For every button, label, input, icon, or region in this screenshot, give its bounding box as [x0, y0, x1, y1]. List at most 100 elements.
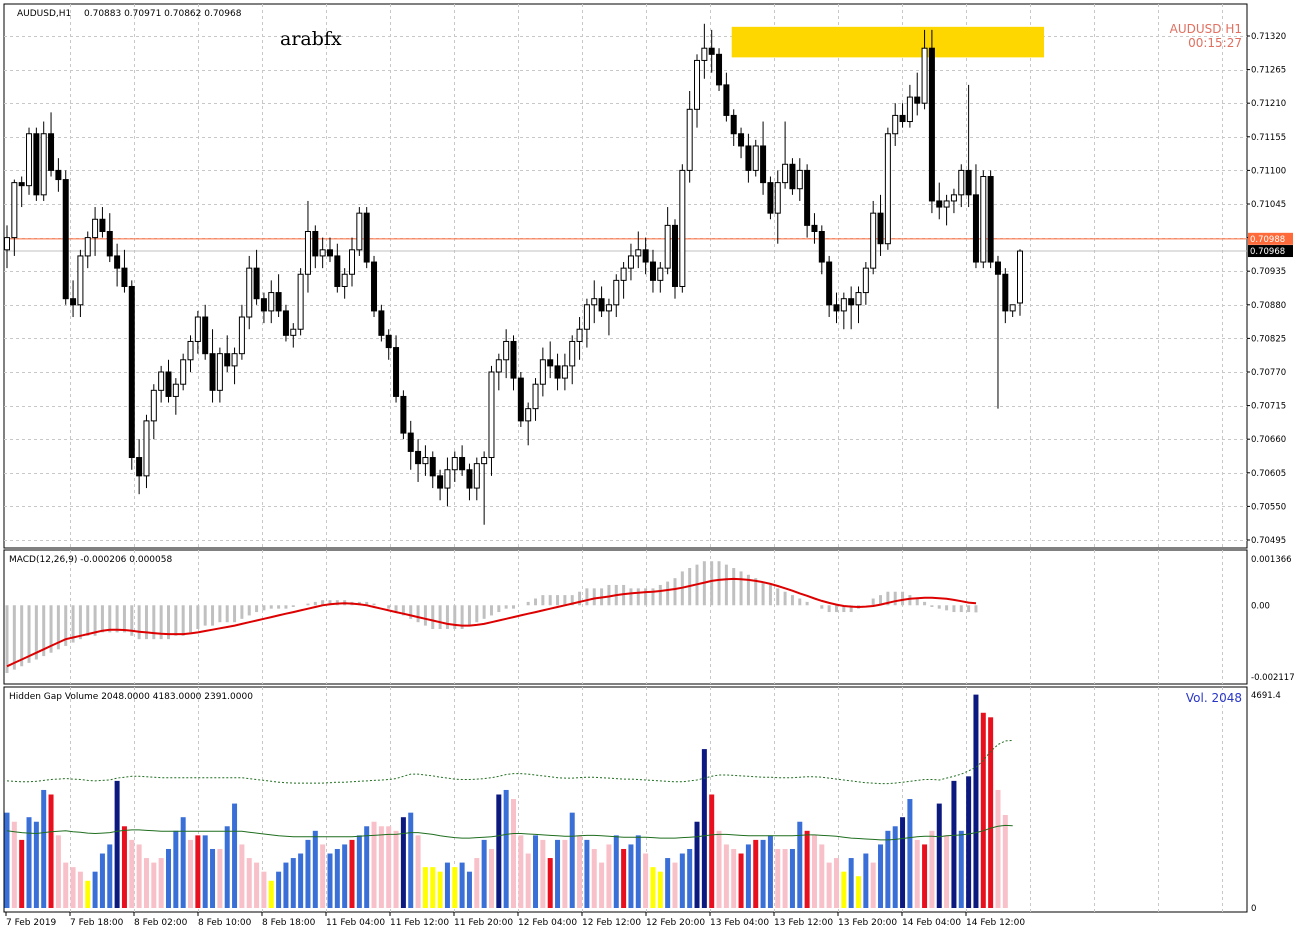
volume-bar [224, 826, 230, 908]
volume-bar [4, 812, 10, 908]
candle-body [473, 463, 480, 489]
candle-body [481, 457, 488, 465]
candle-body [187, 340, 194, 361]
candle-body [114, 255, 121, 269]
candle [862, 262, 869, 305]
price-lines [4, 238, 1247, 252]
candle-body [547, 359, 554, 367]
candle-body [972, 194, 979, 263]
volume-bar [415, 835, 421, 908]
volume-bar [966, 776, 972, 908]
volume-bar [466, 871, 472, 908]
volume-bar [1002, 815, 1008, 908]
volume-label: Hidden Gap Volume 2048.0000 4183.0000 23… [9, 692, 253, 702]
volume-bar [55, 835, 61, 908]
candle [4, 225, 10, 269]
time-tick-label: 7 Feb 18:00 [70, 918, 124, 928]
price-tick-label: 0.70660 [1251, 435, 1286, 445]
candle [62, 170, 69, 305]
candle-body [906, 96, 913, 123]
volume-bar [753, 839, 759, 908]
candle [980, 170, 987, 269]
candle-body [1009, 304, 1016, 312]
candle-body [260, 298, 267, 312]
candle-body [936, 200, 943, 208]
candle [312, 225, 319, 269]
candle-body [686, 108, 693, 171]
candle [378, 304, 385, 342]
candle [77, 249, 84, 318]
candle [958, 164, 965, 208]
candle-body [598, 298, 605, 312]
candle [583, 298, 590, 348]
candle [106, 213, 113, 263]
candle [782, 121, 789, 189]
volume-bar [364, 826, 370, 908]
volume-bar [48, 794, 54, 908]
candle [906, 84, 913, 128]
volume-bar [276, 871, 282, 908]
volume-bar [606, 844, 612, 908]
candle-body [275, 292, 282, 312]
volume-bar [444, 862, 450, 908]
candle-body [745, 145, 752, 171]
candle [437, 469, 444, 501]
candle [55, 158, 62, 192]
price-tick-label: 0.70880 [1251, 301, 1286, 311]
time-tick-label: 12 Feb 20:00 [646, 918, 705, 928]
volume-pane [4, 694, 1013, 908]
volume-bar [841, 871, 847, 908]
candle [99, 207, 106, 238]
volume-bar [239, 844, 245, 908]
candle [921, 29, 928, 110]
volume-bar [900, 817, 906, 908]
volume-bar [885, 830, 891, 908]
candle-body [980, 176, 987, 263]
candle-body [194, 316, 201, 342]
volume-bar [951, 780, 957, 908]
candle [150, 384, 157, 440]
volume-bar [914, 839, 920, 908]
candle-body [253, 267, 260, 300]
macd-tick-label: 0.001366 [1251, 555, 1292, 565]
candle-body [738, 133, 745, 147]
watermark-text: arabfx [280, 28, 342, 50]
candle-body [209, 353, 216, 391]
volume-bar [386, 826, 392, 908]
volume-bar [716, 830, 722, 908]
volume-bar [342, 844, 348, 908]
candle [282, 304, 289, 342]
volume-bar [701, 749, 707, 908]
candle [525, 402, 532, 446]
corner-symbol: AUDUSD H1 [1170, 22, 1242, 36]
candle [495, 353, 502, 391]
volume-bar [107, 844, 113, 908]
candle [914, 72, 921, 116]
candle [33, 127, 40, 201]
candle [943, 194, 950, 226]
volume-bar [283, 862, 289, 908]
candle-body [231, 353, 238, 367]
chart-title: AUDUSD,H1 [17, 9, 71, 19]
candle-body [818, 230, 825, 263]
candle [40, 121, 47, 201]
candle [429, 451, 436, 489]
volume-bar [11, 821, 17, 908]
volume-bar [378, 826, 384, 908]
time-tick-label: 14 Feb 04:00 [902, 918, 961, 928]
volume-bar [775, 848, 781, 908]
candle-body [319, 249, 326, 257]
candle [231, 347, 238, 385]
candle-body [48, 133, 55, 171]
candle [385, 329, 392, 360]
candle-body [760, 145, 767, 184]
volume-bar [789, 848, 795, 908]
price-tick-label: 0.70825 [1251, 334, 1286, 344]
candle-body [525, 408, 532, 422]
candle [840, 292, 847, 330]
candle-body [782, 163, 789, 184]
volume-bar [408, 812, 414, 908]
price-tick-label: 0.70550 [1251, 502, 1286, 512]
macd-tick-label: -0.002117 [1251, 673, 1295, 683]
